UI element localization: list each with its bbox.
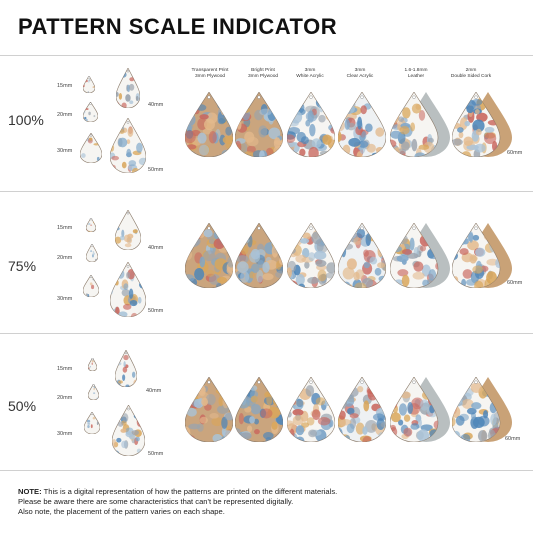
material-sample-drop: [287, 223, 335, 288]
size-label-20mm: 20mm: [57, 112, 73, 118]
scale-label-75: 75%: [8, 258, 37, 274]
divider: [0, 191, 533, 192]
material-sample-drop: [287, 92, 335, 157]
material-sample-drop: [235, 223, 283, 288]
size-label-20mm: 20mm: [57, 255, 73, 261]
material-sample-drop: [185, 223, 233, 288]
divider: [0, 333, 533, 334]
size-label-40mm: 40mm: [148, 245, 164, 251]
material-sample-drop: [390, 223, 450, 288]
note-label: NOTE:: [18, 487, 42, 496]
column-header-white-acrylic: 3mm White Acrylic: [296, 68, 324, 79]
size-label-30mm: 30mm: [57, 296, 73, 302]
size-label-20mm: 20mm: [57, 395, 73, 401]
size-sample-drop: [88, 358, 97, 371]
material-sample-drop: [185, 377, 233, 442]
scale-label-50: 50%: [8, 398, 37, 414]
size-sample-drop: [88, 384, 99, 400]
scale-label-100: 100%: [8, 112, 44, 128]
divider: [0, 55, 533, 56]
size-label-15mm: 15mm: [57, 366, 73, 372]
material-sample-drop: [185, 92, 233, 157]
material-sample-drop: [452, 92, 512, 157]
divider: [0, 470, 533, 471]
material-sample-drop: [452, 377, 512, 442]
material-sample-drop: [390, 92, 450, 157]
size-sample-drop: [86, 218, 96, 232]
size-sample-drop: [83, 76, 95, 93]
size-label-60mm: 60mm: [507, 150, 523, 156]
size-sample-drop: [110, 262, 146, 317]
size-sample-drop: [83, 275, 99, 297]
material-sample-drop: [338, 377, 386, 442]
column-header-cork: 2mm Double Sided Cork: [450, 68, 492, 79]
column-header-leather: 1.6-1.8mm Leather: [404, 68, 428, 79]
material-sample-drop: [338, 223, 386, 288]
size-label-40mm: 40mm: [148, 102, 164, 108]
size-sample-drop: [84, 412, 100, 434]
size-sample-drop: [112, 405, 145, 456]
column-header-transparent-plywood: Transparent Print 3mm Plywood: [191, 68, 229, 79]
material-sample-drop: [338, 92, 386, 157]
size-label-50mm: 50mm: [148, 451, 164, 457]
size-sample-drop: [115, 350, 137, 387]
note-text: NOTE: This is a digital representation o…: [18, 487, 338, 516]
column-header-bright-plywood: Bright Print 3mm Plywood: [247, 68, 279, 79]
size-label-50mm: 50mm: [148, 308, 164, 314]
size-sample-drop: [83, 102, 98, 122]
size-label-60mm: 60mm: [507, 280, 523, 286]
size-sample-drop: [110, 118, 146, 173]
size-label-15mm: 15mm: [57, 83, 73, 89]
size-sample-drop: [86, 244, 98, 262]
material-sample-drop: [390, 377, 450, 442]
material-sample-drop: [452, 223, 512, 288]
size-sample-drop: [80, 133, 102, 163]
material-sample-drop: [235, 92, 283, 157]
size-sample-drop: [115, 210, 141, 250]
size-label-50mm: 50mm: [148, 167, 164, 173]
size-label-40mm: 40mm: [146, 388, 162, 394]
size-label-30mm: 30mm: [57, 431, 73, 437]
material-sample-drop: [235, 377, 283, 442]
page-title: PATTERN SCALE INDICATOR: [18, 14, 338, 39]
column-header-clear-acrylic: 3mm Clear Acrylic: [346, 68, 374, 79]
size-label-60mm: 60mm: [505, 436, 521, 442]
material-sample-drop: [287, 377, 335, 442]
size-label-30mm: 30mm: [57, 148, 73, 154]
size-sample-drop: [116, 68, 140, 108]
size-label-15mm: 15mm: [57, 225, 73, 231]
